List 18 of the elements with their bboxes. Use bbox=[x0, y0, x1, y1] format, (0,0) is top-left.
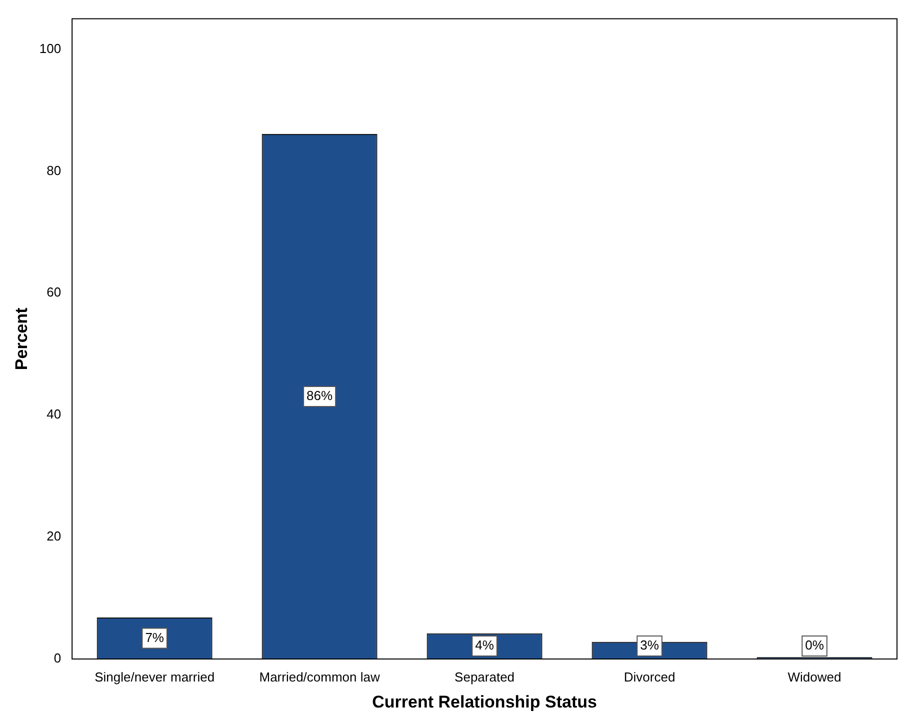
y-tick-label: 80 bbox=[46, 162, 62, 178]
x-tick-label: Widowed bbox=[788, 669, 842, 684]
data-label: 7% bbox=[145, 630, 164, 645]
x-tick-label: Single/never married bbox=[94, 669, 215, 684]
x-axis-title: Current Relationship Status bbox=[372, 692, 597, 712]
x-tick-label: Separated bbox=[454, 669, 515, 684]
y-tick-label: 60 bbox=[46, 284, 62, 300]
y-tick-label: 0 bbox=[54, 650, 62, 666]
y-tick-label: 20 bbox=[46, 528, 62, 544]
y-tick-label: 100 bbox=[39, 40, 62, 56]
y-tick-label: 40 bbox=[46, 406, 62, 422]
x-tick-label: Divorced bbox=[624, 669, 676, 684]
data-label: 86% bbox=[306, 388, 334, 404]
data-label: 3% bbox=[640, 638, 660, 653]
x-tick-label: Married/common law bbox=[259, 669, 380, 684]
data-label: 0% bbox=[805, 638, 824, 653]
data-label: 4% bbox=[475, 638, 494, 653]
y-axis-title: Percent bbox=[12, 307, 31, 370]
